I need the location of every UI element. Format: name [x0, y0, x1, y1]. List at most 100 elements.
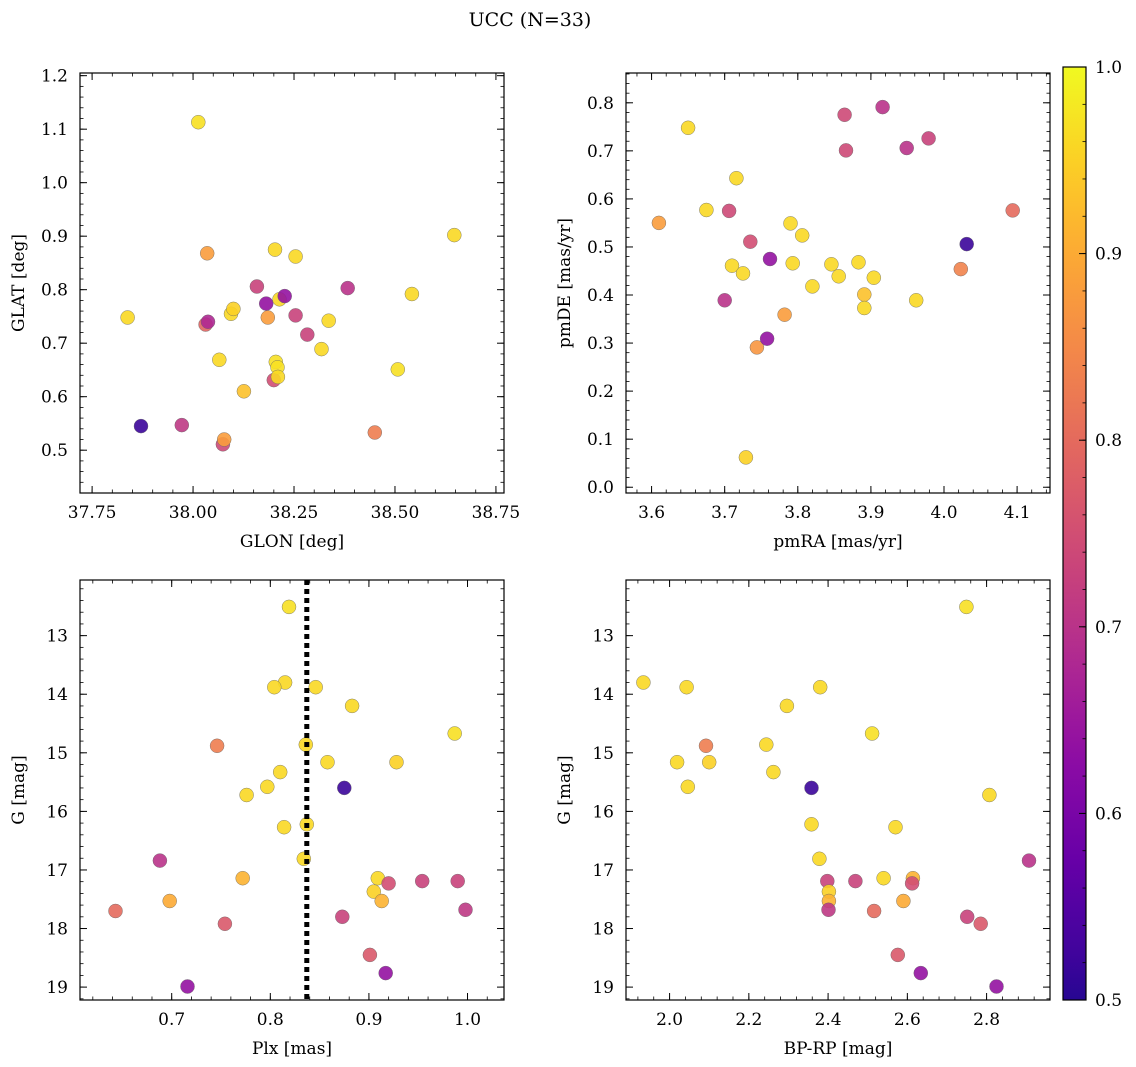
- scatter-point: [890, 947, 905, 963]
- x-tick-label: 3.7: [711, 503, 738, 523]
- scatter-point: [904, 876, 920, 891]
- scatter-point: [374, 893, 389, 909]
- colorbar-gradient: [1063, 67, 1086, 1000]
- scatter-point: [824, 257, 839, 272]
- scatter-point: [857, 287, 872, 302]
- colorbar-tick-label: 0.9: [1095, 245, 1122, 265]
- scatter-point: [864, 726, 880, 741]
- scatter-point: [699, 202, 714, 218]
- scatter-point: [288, 308, 303, 323]
- x-tick-label: 3.6: [638, 503, 665, 523]
- scatter-point: [959, 236, 974, 252]
- scatter-point: [783, 216, 798, 231]
- scatter-point: [381, 876, 396, 891]
- scatter-point: [759, 331, 775, 346]
- axes-frame: [79, 579, 505, 1001]
- y-tick-label: 1.0: [41, 174, 68, 194]
- scatter-point: [982, 787, 997, 803]
- scatter-point: [260, 779, 275, 794]
- scatter-point: [270, 369, 286, 385]
- y-tick-label: 0.5: [587, 238, 614, 258]
- x-axis-label: BP-RP [mag]: [784, 1039, 893, 1059]
- scatter-point: [785, 256, 800, 271]
- y-tick-label: 0.6: [587, 190, 614, 210]
- y-tick-label: 16: [592, 802, 614, 822]
- y-tick-label: 14: [592, 685, 614, 705]
- scatter-point: [300, 327, 315, 342]
- subplot-bprp-g: 2.0 2.2 2.4 2.6 2.8 13 14 15 16 17 18 19 BP-RP [mag]…: [555, 579, 1051, 1059]
- y-tick-label: 0.0: [587, 478, 614, 498]
- scatter-point: [120, 310, 135, 325]
- y-tick-label: 0.6: [41, 388, 68, 408]
- scatter-point: [212, 352, 227, 367]
- scatter-points: [108, 599, 473, 994]
- subplot-pmra-pmde: 3.6 3.7 3.8 3.9 4.0 4.1 0.0 0.1 0.2 0.3 0.4 0.5 0.6 0…: [555, 72, 1051, 552]
- x-tick-label: 2.2: [735, 1010, 762, 1030]
- scatter-point: [162, 893, 177, 909]
- y-tick-label: 0.8: [587, 94, 614, 114]
- scatter-point: [795, 228, 810, 243]
- colorbar-tick-label: 0.5: [1095, 991, 1122, 1011]
- scatter-point: [989, 979, 1004, 994]
- scatter-point: [308, 680, 323, 695]
- x-tick-label: 1.0: [454, 1010, 481, 1030]
- scatter-point: [174, 417, 190, 433]
- scatter-point: [896, 893, 911, 909]
- scatter-point: [876, 871, 891, 886]
- scatter-point: [721, 203, 737, 219]
- scatter-point: [390, 362, 405, 377]
- scatter-point: [366, 884, 381, 899]
- scatter-point: [389, 755, 404, 770]
- scatter-point: [831, 269, 846, 284]
- colorbar-frame: [1062, 66, 1087, 1001]
- scatter-point: [344, 698, 360, 714]
- scatter-point: [636, 675, 651, 690]
- scatter-point: [450, 873, 465, 889]
- x-axis-label: pmRA [mas/yr]: [773, 532, 902, 552]
- x-tick-label: 37.75: [68, 503, 117, 523]
- scatter-point: [838, 143, 854, 158]
- scatter-point: [209, 738, 225, 753]
- axis-ticks: 3.6 3.7 3.8 3.9 4.0 4.1 0.0 0.1 0.2 0.3 0.4 0.5 0.6 0…: [587, 73, 1050, 523]
- scatter-point: [777, 307, 792, 322]
- scatter-point: [320, 755, 335, 770]
- y-axis-label: pmDE [mas/yr]: [555, 218, 575, 348]
- figure-title: UCC (N=33): [469, 9, 592, 31]
- scatter-point: [804, 780, 819, 796]
- axis-ticks: 37.75 38.00 38.25 38.50 38.75 0.5 0.6 0.7 0.8 0.9…: [41, 67, 520, 523]
- scatter-point: [762, 251, 778, 267]
- scatter-point: [866, 903, 882, 919]
- scatter-point: [180, 979, 195, 994]
- y-tick-label: 13: [46, 627, 68, 647]
- scatter-point: [447, 227, 462, 243]
- scatter-point: [267, 680, 282, 695]
- scatter-point: [735, 266, 751, 281]
- scatter-point: [378, 965, 393, 981]
- scatter-point: [779, 698, 795, 714]
- y-tick-label: 17: [592, 861, 614, 881]
- axis-ticks: 2.0 2.2 2.4 2.6 2.8 13 14 15 16 17 18 19: [592, 580, 1051, 1030]
- scatter-point: [199, 246, 215, 261]
- scatter-point: [216, 432, 232, 447]
- y-tick-label: 0.4: [587, 286, 614, 306]
- scatter-point: [680, 779, 695, 794]
- subplot-glon-glat: 37.75 38.00 38.25 38.50 38.75 0.5 0.6 0.7 0.8 0.9…: [9, 67, 520, 552]
- y-tick-label: 15: [46, 744, 68, 764]
- scatter-point: [717, 293, 732, 308]
- scatter-point: [959, 599, 974, 615]
- scatter-point: [191, 114, 206, 130]
- y-tick-label: 19: [592, 978, 614, 998]
- scatter-point: [340, 280, 355, 296]
- x-axis-label: Plx [mas]: [252, 1039, 332, 1059]
- scatter-point: [888, 820, 903, 835]
- y-tick-label: 0.8: [41, 281, 68, 301]
- scatter-point: [152, 853, 168, 868]
- subplot-plx-g: 0.7 0.8 0.9 1.0 13 14 15 16 17 18 19 Plx [mas] G [ma…: [9, 579, 505, 1059]
- y-tick-label: 0.9: [41, 227, 68, 247]
- y-tick-label: 0.7: [41, 334, 68, 354]
- x-tick-label: 38.50: [371, 503, 420, 523]
- scatter-points: [636, 599, 1037, 994]
- scatter-point: [200, 314, 216, 329]
- x-tick-label: 0.8: [257, 1010, 284, 1030]
- y-axis-label: G [mag]: [9, 755, 29, 824]
